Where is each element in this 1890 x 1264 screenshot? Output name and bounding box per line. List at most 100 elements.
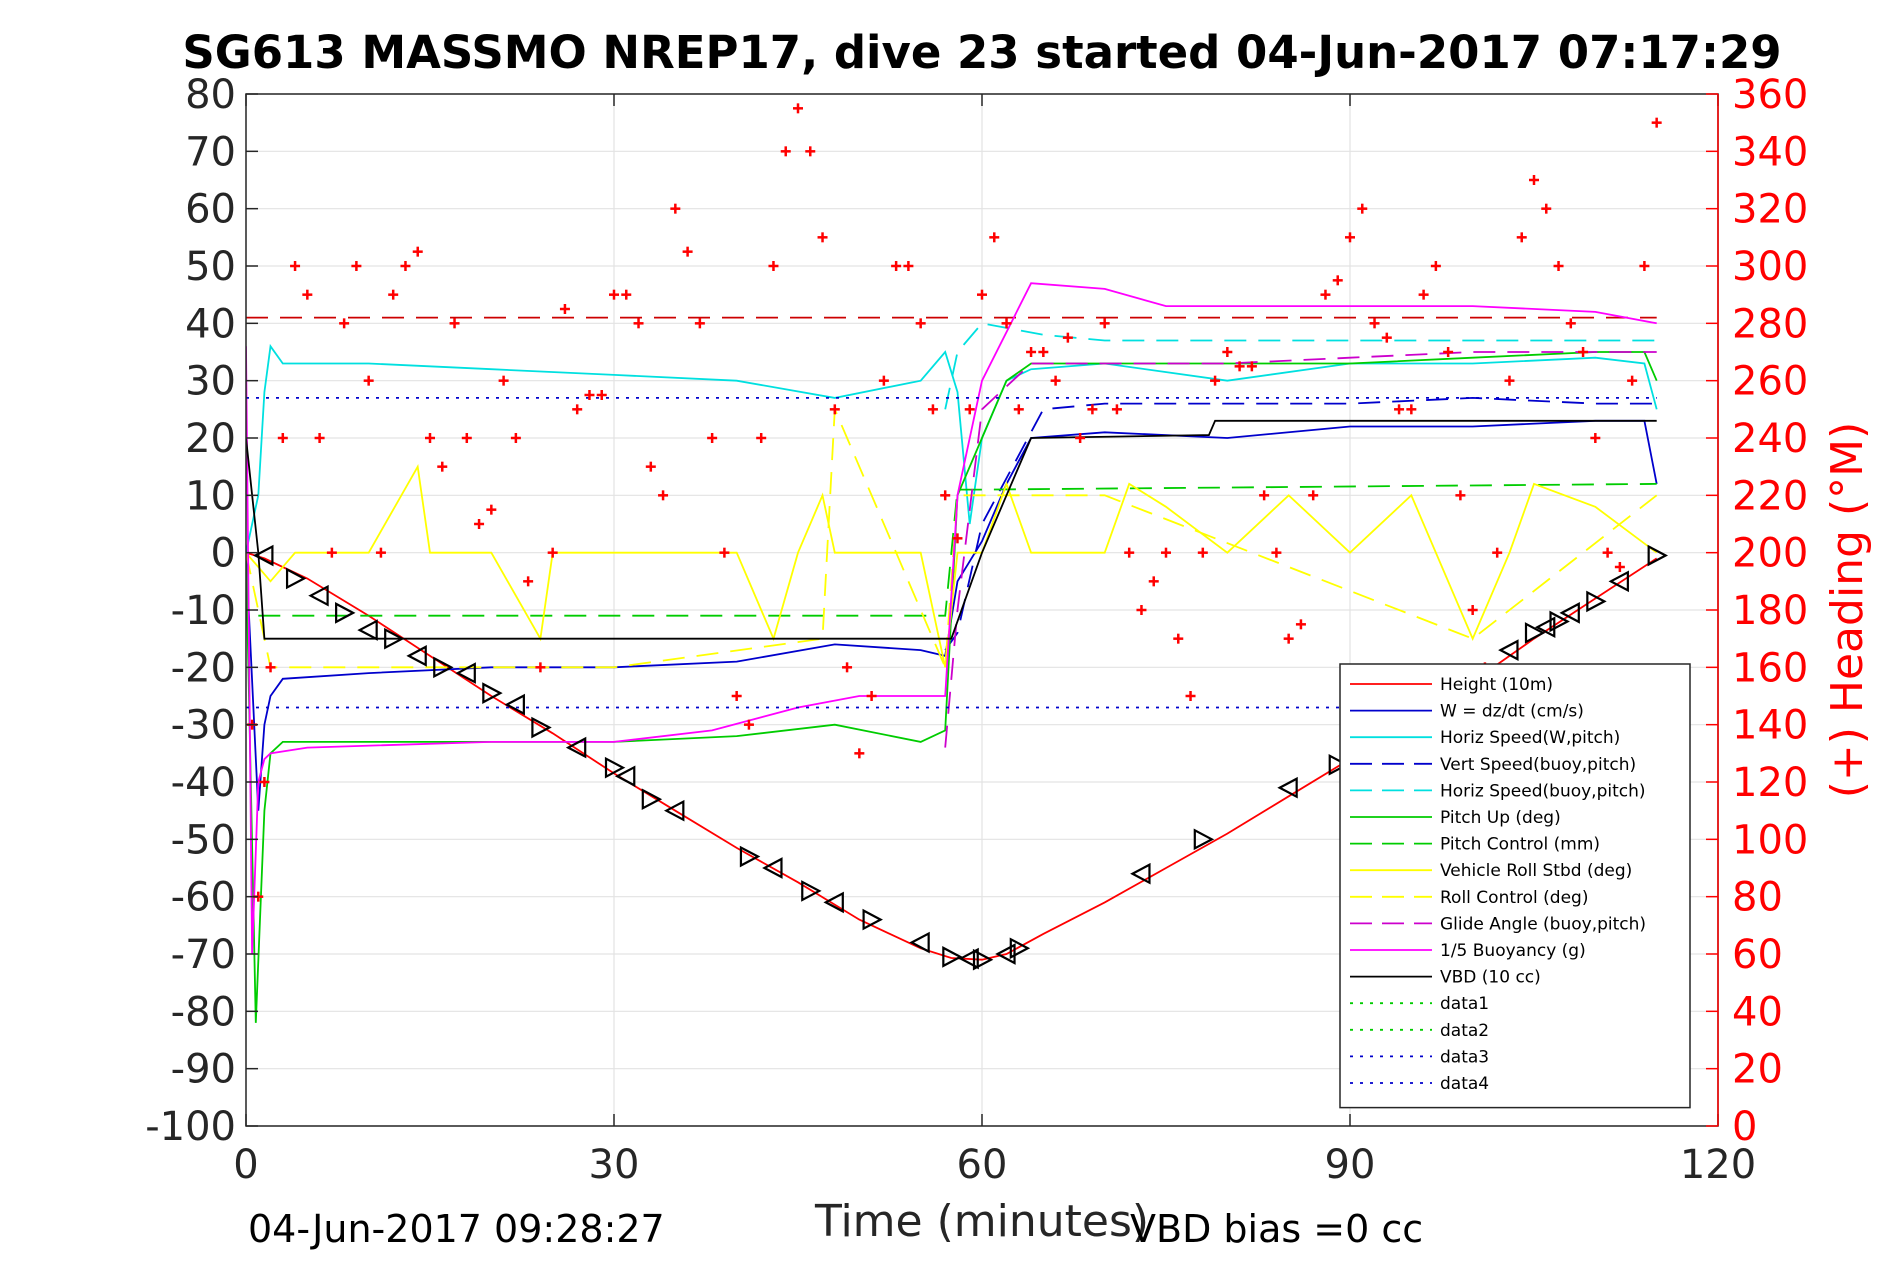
heading-marker — [425, 433, 435, 443]
footer-date: 04-Jun-2017 09:28:27 — [248, 1207, 665, 1251]
legend-entry-label: data2 — [1440, 1021, 1489, 1041]
heading-marker — [891, 261, 902, 271]
heading-marker — [731, 691, 742, 701]
heading-marker — [952, 533, 963, 544]
heading-marker — [498, 375, 509, 386]
heading-marker — [1185, 691, 1196, 701]
heading-marker — [314, 433, 325, 443]
height-marker — [862, 908, 883, 931]
height-marker — [614, 765, 636, 788]
height-marker — [663, 799, 685, 822]
height-marker — [909, 931, 930, 954]
series-line-8 — [246, 408, 1658, 669]
height-marker — [531, 716, 552, 739]
heading-marker — [1222, 347, 1233, 357]
heading-marker — [658, 490, 669, 501]
legend-entry-label: W = dz/dt (cm/s) — [1440, 702, 1584, 722]
y-tick-label: -90 — [171, 1047, 236, 1093]
legend-entry-label: Vert Speed(buoy,pitch) — [1440, 755, 1636, 775]
legend-entry-label: VBD (10 cc) — [1440, 968, 1541, 988]
heading-marker — [1516, 232, 1527, 243]
y-right-tick-label: 120 — [1732, 760, 1808, 806]
heading-marker — [1295, 619, 1306, 630]
legend-entry-label: Glide Angle (buoy,pitch) — [1440, 914, 1646, 934]
y-tick-label: -70 — [171, 932, 236, 978]
heading-marker — [756, 433, 767, 443]
y-right-tick-label: 160 — [1732, 645, 1808, 691]
legend-entry-label: Pitch Up (deg) — [1440, 808, 1561, 828]
heading-marker — [1504, 375, 1515, 386]
y-right-tick-label: 100 — [1732, 817, 1808, 863]
y-tick-label: -80 — [171, 989, 236, 1035]
heading-marker — [1345, 232, 1355, 243]
legend-entry-label: data3 — [1440, 1047, 1489, 1067]
y-right-tick-label: 220 — [1732, 473, 1808, 519]
height-marker — [455, 662, 476, 684]
heading-marker — [805, 146, 816, 157]
heading-marker — [1332, 275, 1343, 286]
legend-entry-label: 1/5 Buoyancy (g) — [1440, 941, 1586, 961]
heading-marker — [400, 261, 411, 271]
heading-marker — [1308, 490, 1319, 501]
heading-marker — [1541, 203, 1552, 214]
height-marker — [504, 693, 525, 716]
y-tick-label: 80 — [185, 72, 236, 118]
series-line-5 — [246, 351, 1658, 1023]
x-tick-label: 30 — [589, 1142, 640, 1188]
height-marker-layer — [253, 544, 1669, 971]
heading-marker — [259, 777, 270, 787]
height-marker — [823, 891, 844, 914]
height-marker — [335, 602, 356, 624]
legend-entry-label: data4 — [1440, 1074, 1489, 1094]
heading-layer — [247, 103, 1662, 902]
heading-marker — [1492, 547, 1503, 558]
height-marker — [762, 857, 783, 879]
height-marker — [285, 567, 307, 590]
heading-marker — [1369, 318, 1380, 329]
heading-marker — [1590, 433, 1601, 443]
heading-marker — [1087, 404, 1098, 415]
heading-marker — [682, 246, 693, 257]
heading-marker — [1271, 547, 1282, 558]
height-marker — [1559, 602, 1580, 624]
y-tick-label: -60 — [171, 875, 236, 921]
series-line-7 — [246, 463, 1658, 668]
y-right-tick-label: 340 — [1732, 129, 1808, 175]
x-tick-label: 120 — [1680, 1142, 1756, 1188]
heading-marker — [927, 404, 938, 415]
height-marker — [942, 946, 963, 968]
axes: 0 30 60 90 12080706050403020100-10-20-30-40-… — [145, 72, 1808, 1188]
y-tick-label: -20 — [171, 645, 236, 691]
y-right-tick-label: 80 — [1732, 875, 1783, 921]
heading-marker — [277, 433, 288, 443]
y-tick-label: 20 — [185, 416, 236, 462]
y-right-tick-label: 0 — [1732, 1104, 1757, 1150]
heading-marker — [940, 490, 951, 501]
heading-marker — [510, 433, 521, 443]
height-marker — [958, 947, 979, 970]
heading-marker — [1038, 347, 1049, 357]
height-marker — [357, 619, 378, 641]
y-tick-label: -40 — [171, 760, 236, 806]
y-right-tick-label: 260 — [1732, 359, 1808, 405]
footer-vbd-bias: VBD bias =0 cc — [1130, 1207, 1423, 1251]
heading-marker — [609, 289, 619, 300]
y-tick-label: -10 — [171, 588, 236, 634]
heading-marker — [375, 547, 386, 558]
heading-marker — [694, 318, 705, 329]
y-right-tick-label: 320 — [1732, 187, 1808, 233]
heading-marker — [829, 404, 840, 415]
legend: Height (10m) W = dz/dt (cm/s) Horiz Speed(… — [1339, 663, 1691, 1109]
series-line-9 — [944, 351, 1657, 748]
heading-marker — [743, 719, 754, 730]
heading-marker — [290, 261, 301, 271]
y-right-tick-label: 360 — [1732, 72, 1808, 118]
heading-marker — [412, 246, 423, 257]
heading-marker — [977, 289, 987, 300]
heading-marker — [866, 691, 877, 701]
heading-marker — [1075, 433, 1086, 443]
legend-entry-label: Horiz Speed(W,pitch) — [1440, 728, 1620, 748]
series-line-2 — [246, 343, 1658, 553]
heading-marker — [1013, 404, 1024, 415]
x-tick-label: 60 — [957, 1142, 1008, 1188]
